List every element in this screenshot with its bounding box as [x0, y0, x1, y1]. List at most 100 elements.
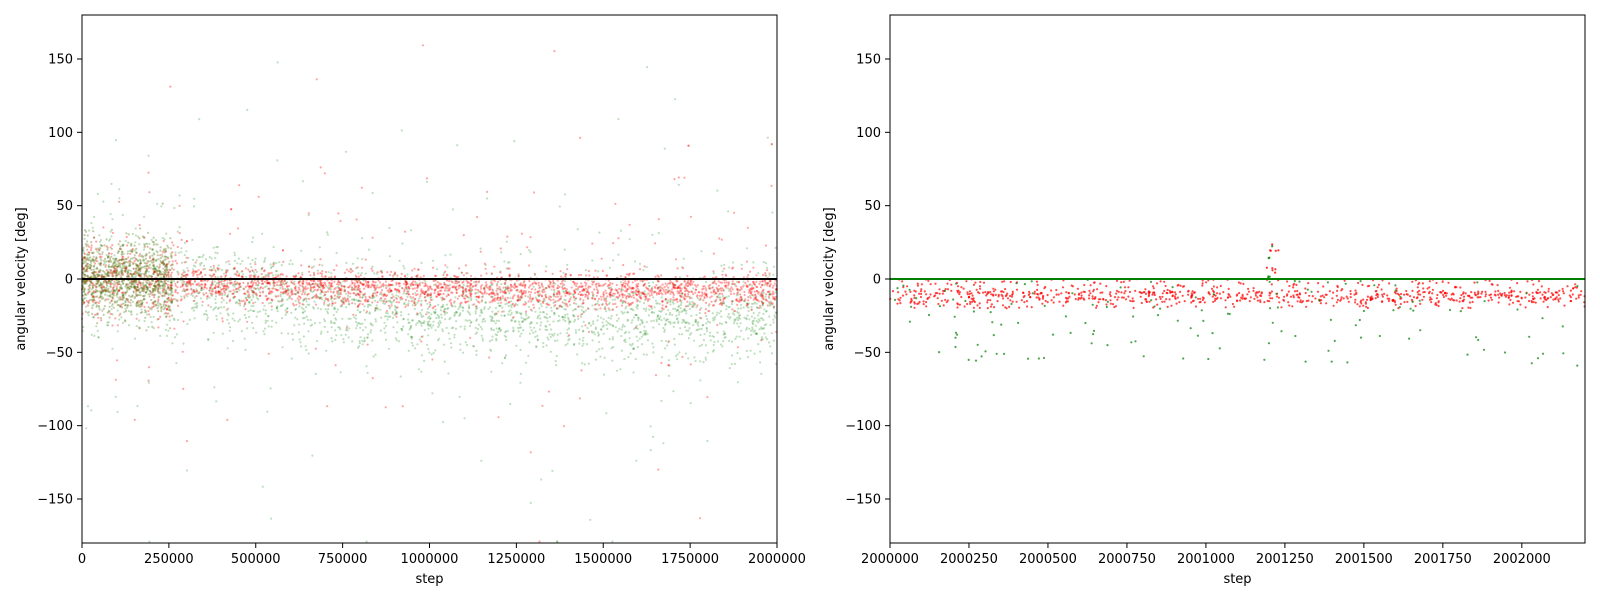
- series-red-point: [309, 274, 312, 277]
- series-red-point: [667, 286, 670, 289]
- series-red-point: [422, 274, 425, 277]
- series-red-point: [712, 270, 715, 273]
- series-red-point: [741, 285, 744, 288]
- series-green-point: [763, 283, 766, 287]
- series-green-point: [685, 329, 688, 332]
- series-green-point: [728, 339, 731, 342]
- series-red-point: [384, 280, 387, 283]
- series-green-point: [689, 303, 692, 306]
- series-green-point: [626, 311, 629, 314]
- series-green-point: [137, 235, 140, 238]
- series-green-point: [214, 306, 218, 309]
- series-green-point: [598, 348, 601, 351]
- series-green-point: [96, 313, 99, 316]
- series-red-point: [650, 291, 653, 294]
- series-red-point: [625, 290, 628, 293]
- series-red-point: [556, 291, 559, 294]
- series-red-point: [446, 284, 449, 287]
- series-green-point: [577, 317, 580, 321]
- series-green-point: [645, 353, 648, 356]
- series-red-point: [281, 291, 284, 294]
- series-green-point: [365, 540, 368, 543]
- series-red-point: [333, 280, 336, 283]
- series-red-point: [632, 296, 636, 299]
- series-green-point: [547, 285, 550, 288]
- series-red-point: [488, 356, 491, 359]
- series-red-point: [460, 271, 463, 274]
- series-green-point: [640, 343, 644, 346]
- series-green-point: [215, 400, 218, 403]
- series-green-point: [373, 299, 376, 302]
- series-green-point: [306, 318, 309, 321]
- series-green-point: [290, 357, 293, 360]
- series-green-point: [707, 309, 710, 312]
- series-green-point: [643, 332, 646, 335]
- series-green-point: [663, 330, 666, 333]
- series-red-point: [478, 301, 481, 304]
- series-red-point: [197, 269, 200, 272]
- series-green-point: [269, 301, 272, 304]
- series-red-point: [672, 286, 675, 289]
- series-green-point: [201, 255, 204, 258]
- series-green-point: [407, 302, 410, 305]
- series-green-point: [395, 331, 398, 334]
- series-green-point: [191, 289, 194, 292]
- series-green-point: [639, 294, 642, 297]
- series-green-point: [152, 315, 155, 318]
- series-green-point: [195, 288, 198, 291]
- series-green-point: [82, 249, 85, 253]
- series-green-point: [118, 197, 121, 200]
- series-green-point: [688, 303, 691, 306]
- series-green-point: [173, 318, 176, 321]
- series-red-point: [595, 285, 598, 288]
- series-green-point: [646, 66, 649, 69]
- series-green-point: [733, 283, 737, 286]
- series-green-point: [645, 330, 648, 333]
- series-red-point: [162, 239, 165, 243]
- series-green-point: [624, 340, 627, 344]
- series-green-point: [551, 333, 554, 336]
- series-green-point: [712, 335, 716, 338]
- series-green-point: [634, 313, 637, 316]
- series-green-point: [597, 270, 600, 273]
- series-green-point: [362, 309, 366, 312]
- series-green-point: [767, 281, 770, 284]
- series-green-point: [674, 355, 678, 358]
- series-green-point: [555, 354, 558, 358]
- series-green-point: [753, 329, 757, 332]
- series-green-point: [695, 328, 698, 332]
- series-green-point: [633, 260, 637, 263]
- series-green-point: [410, 319, 414, 322]
- series-red-point: [480, 287, 483, 290]
- series-green-point: [165, 232, 168, 235]
- series-red-point: [699, 517, 702, 520]
- series-green-point: [127, 324, 131, 327]
- series-green-point: [124, 299, 127, 302]
- series-green-point: [255, 270, 258, 273]
- series-green-point: [677, 313, 681, 316]
- series-green-point: [727, 210, 730, 213]
- series-green-point: [681, 321, 684, 324]
- series-green-point: [93, 291, 97, 294]
- series-green-point: [578, 342, 581, 345]
- series-red-point: [529, 293, 532, 296]
- series-green-point: [722, 340, 725, 343]
- series-red-point: [757, 306, 761, 310]
- series-green-point: [667, 289, 670, 292]
- series-green-point: [152, 252, 155, 255]
- series-red-point: [520, 232, 524, 235]
- series-green-point: [374, 353, 377, 356]
- series-green-point: [438, 324, 441, 327]
- series-red-point: [559, 282, 562, 285]
- series-red-point: [181, 350, 184, 353]
- series-green-point: [678, 311, 681, 314]
- series-red-point: [176, 291, 179, 295]
- series-red-point: [404, 230, 407, 233]
- series-red-point: [355, 218, 358, 221]
- series-red-point: [707, 284, 710, 288]
- series-green-point: [195, 259, 198, 262]
- series-green-point: [110, 235, 113, 238]
- series-red-point: [310, 286, 313, 289]
- series-green-point: [270, 308, 273, 311]
- series-green-point: [480, 334, 483, 337]
